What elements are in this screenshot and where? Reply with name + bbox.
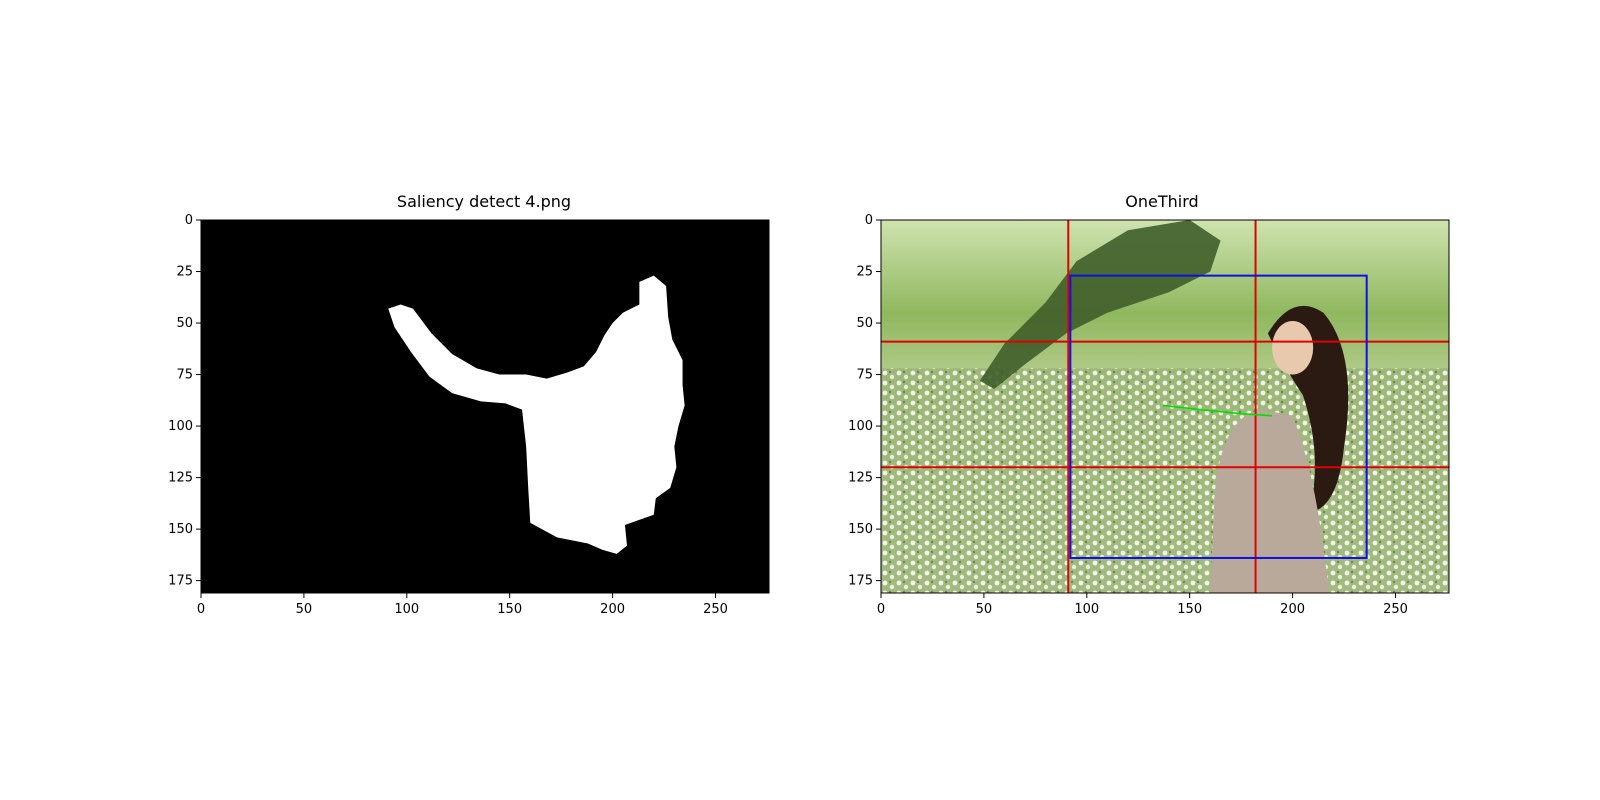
onethird-x-tick-label: 200 [1280,602,1305,617]
saliency-x-axis: 0 50 100 150 200 250 [197,593,728,617]
onethird-x-tick-label: 250 [1383,602,1408,617]
thirds-grid-lines [881,220,1449,593]
photo-bouquet [979,220,1221,389]
onethird-y-tick-label: 175 [848,574,873,589]
saliency-y-axis: 0 25 50 75 100 125 150 175 [168,213,201,589]
onethird-x-axis: 0 50 100 150 200 250 [877,593,1408,617]
saliency-x-tick-label: 50 [296,602,313,617]
saliency-x-tick-label: 200 [600,602,625,617]
saliency-y-tick-label: 175 [168,574,193,589]
onethird-x-tick-label: 150 [1177,602,1202,617]
saliency-panel: Saliency detect 4.png 0 50 100 150 200 250 0 2… [168,192,770,617]
saliency-y-tick-label: 150 [168,522,193,537]
onethird-y-tick-label: 150 [848,522,873,537]
saliency-y-tick-label: 75 [176,368,193,383]
onethird-y-tick-label: 75 [856,368,873,383]
saliency-mask-shape [388,275,685,554]
direction-line [1162,404,1273,417]
onethird-y-tick-label: 125 [848,471,873,486]
saliency-y-tick-label: 50 [176,316,193,331]
saliency-y-tick-label: 25 [176,265,193,280]
saliency-y-tick-label: 0 [185,213,193,228]
onethird-x-tick-label: 50 [976,602,993,617]
onethird-y-axis: 0 25 50 75 100 125 150 175 [848,213,881,589]
onethird-y-tick-label: 50 [856,316,873,331]
onethird-panel: OneThird 0 50 100 150 200 250 0 25 50 75 100 125 15… [848,192,1450,617]
saliency-x-tick-label: 250 [703,602,728,617]
saliency-y-tick-label: 100 [168,419,193,434]
photo-daisy-field [881,368,1449,593]
onethird-y-tick-label: 100 [848,419,873,434]
saliency-axes-frame [200,219,770,594]
onethird-x-tick-label: 0 [877,602,885,617]
saliency-x-tick-label: 150 [497,602,522,617]
photo-face [1272,320,1314,375]
photo [881,220,1449,593]
saliency-x-tick-label: 100 [394,602,419,617]
saliency-x-tick-label: 0 [197,602,205,617]
onethird-y-tick-label: 25 [856,265,873,280]
onethird-y-tick-label: 0 [865,213,873,228]
onethird-x-tick-label: 100 [1074,602,1099,617]
saliency-title: Saliency detect 4.png [397,192,571,211]
onethird-title: OneThird [1125,192,1198,211]
photo-figure [1210,409,1330,593]
subject-bounding-box [1069,274,1368,559]
onethird-axes-frame [880,219,1450,594]
saliency-y-tick-label: 125 [168,471,193,486]
